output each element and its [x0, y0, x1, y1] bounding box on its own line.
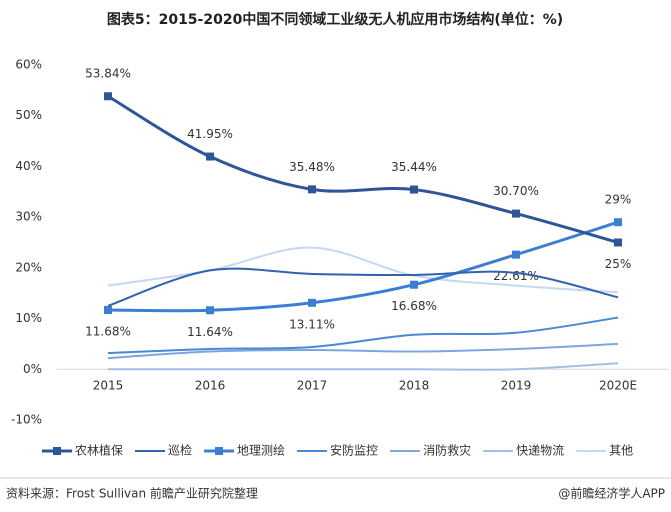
y-tick-label: -10% [11, 413, 42, 427]
data-label: 25% [605, 257, 632, 271]
y-tick-label: 50% [15, 108, 42, 122]
legend-label: 地理测绘 [237, 443, 285, 458]
data-label: 30.70% [493, 184, 539, 198]
chart-title: 图表5：2015-2020中国不同领域工业级无人机应用市场结构(单位：%) [107, 11, 563, 28]
x-tick-label: 2015 [93, 379, 124, 393]
x-tick-label: 2017 [297, 379, 328, 393]
y-tick-label: 20% [15, 260, 42, 274]
legend-label: 其他 [609, 444, 633, 458]
series-line [107, 316, 619, 355]
point-marker [308, 185, 316, 194]
data-label: 29% [605, 193, 632, 207]
y-tick-label: 30% [15, 210, 42, 224]
x-tick-label: 2018 [399, 379, 430, 393]
source: 资料来源：Frost Sullivan 前瞻产业研究院整理 [6, 486, 258, 501]
x-tick-label: 2020E [599, 379, 637, 393]
legend-label: 消防救灾 [423, 443, 471, 458]
point-marker [512, 209, 520, 218]
legend-label: 巡检 [168, 443, 192, 458]
series-line [107, 220, 619, 313]
series-line [108, 362, 619, 371]
y-tick-label: 40% [15, 159, 42, 173]
credit: @前瞻经济学人APP [558, 486, 665, 501]
series-line [107, 94, 619, 244]
series-line [107, 267, 619, 307]
point-marker [104, 92, 112, 101]
point-marker [614, 238, 622, 247]
legend-marker [215, 447, 224, 455]
data-label: 11.64% [187, 325, 233, 339]
data-label: 41.95% [187, 127, 233, 141]
y-tick-label: 10% [15, 311, 42, 325]
series-line [107, 246, 619, 294]
x-tick-label: 2019 [501, 379, 532, 393]
point-marker [206, 152, 214, 161]
data-label: 35.48% [289, 160, 335, 174]
legend-label: 农林植保 [75, 443, 123, 458]
point-marker [410, 280, 418, 289]
data-label: 11.68% [85, 325, 131, 339]
y-tick-label: 60% [15, 58, 42, 72]
y-tick-label: 0% [23, 362, 42, 376]
point-marker [104, 306, 112, 315]
point-marker [512, 250, 520, 259]
legend-label: 快递物流 [516, 444, 564, 458]
point-marker [308, 298, 316, 307]
series-line [107, 342, 619, 360]
point-marker [206, 306, 214, 315]
data-label: 16.68% [391, 299, 437, 313]
legend-label: 安防监控 [330, 443, 378, 458]
data-label: 13.11% [289, 317, 335, 331]
data-label: 35.44% [391, 160, 437, 174]
legend-marker [53, 447, 61, 455]
x-tick-label: 2016 [195, 379, 226, 393]
data-label: 53.84% [85, 67, 131, 81]
point-marker [410, 185, 418, 194]
point-marker [614, 218, 622, 227]
